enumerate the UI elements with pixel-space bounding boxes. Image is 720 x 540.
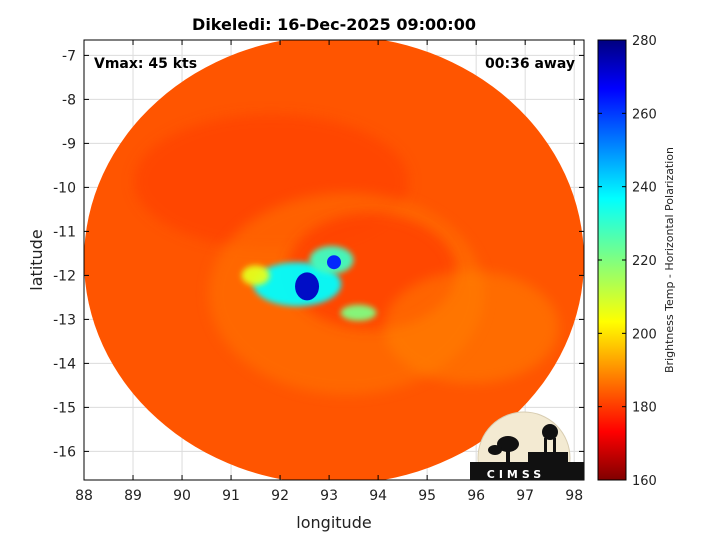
colorbar-tick-label: 180	[632, 401, 657, 416]
y-tick-label: -7	[62, 48, 76, 64]
cimss-logo: CIMSS	[470, 411, 584, 481]
x-tick-label: 93	[320, 488, 338, 504]
y-tick-label: -12	[53, 268, 76, 284]
y-tick-label: -16	[53, 444, 76, 460]
time-away-annotation: 00:36 away	[485, 56, 575, 72]
x-axis-label: longitude	[296, 513, 371, 532]
x-tick-label: 97	[516, 488, 534, 504]
storm-features	[241, 246, 377, 321]
x-tick-label: 91	[222, 488, 240, 504]
y-tick-label: -11	[53, 224, 76, 240]
storm-feature	[241, 265, 270, 286]
colorbar	[597, 39, 627, 481]
x-tick-label: 98	[565, 488, 583, 504]
y-tick-label: -9	[62, 136, 76, 152]
y-tick-label: -8	[62, 92, 76, 108]
colorbar-tick-label: 260	[632, 107, 657, 122]
colorbar-tick-label: 200	[632, 327, 657, 342]
y-axis-ticks: -7 -8 -9 -10 -11 -12 -13 -14 -15 -16	[53, 48, 584, 460]
colorbar-tick-label: 220	[632, 254, 657, 269]
chart-title: Dikeledi: 16-Dec-2025 09:00:00	[192, 15, 476, 34]
x-tick-label: 92	[271, 488, 289, 504]
colorbar-label: Brightness Temp - Horizontal Polarizatio…	[663, 147, 676, 373]
y-axis-label: latitude	[27, 229, 46, 290]
storm-feature	[340, 304, 377, 321]
vmax-annotation: Vmax: 45 kts	[94, 56, 197, 72]
axes-frame	[83, 39, 585, 481]
x-tick-label: 90	[173, 488, 191, 504]
x-tick-label: 94	[369, 488, 387, 504]
x-tick-label: 95	[418, 488, 436, 504]
y-tick-label: -10	[53, 180, 76, 196]
y-tick-label: -14	[53, 356, 76, 372]
y-tick-label: -15	[53, 400, 76, 416]
logo-text: CIMSS	[487, 468, 545, 481]
storm-feature	[327, 255, 341, 270]
x-tick-label: 96	[467, 488, 485, 504]
colorbar-tick-label: 240	[632, 181, 657, 196]
x-tick-label: 89	[124, 488, 142, 504]
colorbar-tick-label: 160	[632, 474, 657, 489]
x-axis-ticks: 88 89 90 91 92 93 94 95 96 97 98	[75, 40, 583, 504]
x-tick-label: 88	[75, 488, 93, 504]
colorbar-tick-label: 280	[632, 34, 657, 49]
y-tick-label: -13	[53, 312, 76, 328]
cloud-band	[384, 271, 559, 384]
colorbar-ticks: 280 260 240 220 200 180 160	[598, 34, 657, 489]
storm-feature	[295, 272, 320, 301]
